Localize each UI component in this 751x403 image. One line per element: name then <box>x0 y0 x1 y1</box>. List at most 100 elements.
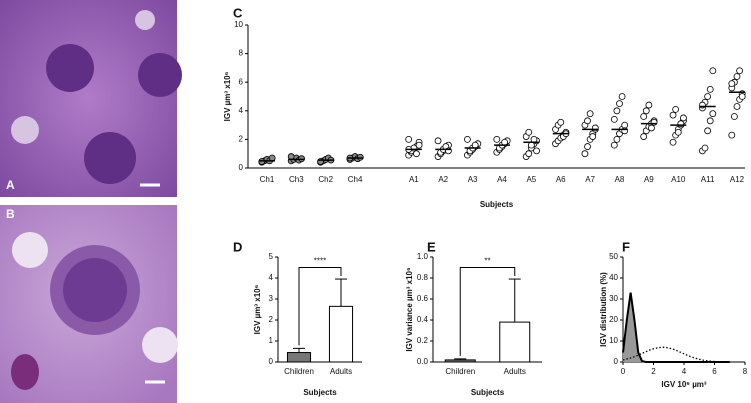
data-point <box>287 153 295 160</box>
y-tick-label: 6 <box>239 77 244 86</box>
data-point <box>586 110 594 118</box>
data-point <box>584 117 591 125</box>
data-point <box>530 135 538 143</box>
data-point <box>645 101 653 109</box>
significance-bracket <box>459 267 516 356</box>
line <box>622 292 730 363</box>
data-point <box>704 127 712 135</box>
data-point <box>728 80 736 88</box>
data-point <box>613 135 621 143</box>
y-tick-label: 0.6 <box>417 294 429 303</box>
bar <box>328 305 354 363</box>
data-point <box>581 150 589 158</box>
y-tick-label: 0.2 <box>417 336 429 345</box>
y-tick-label: 5 <box>269 252 274 261</box>
chart-panel: E IGV variance µm³ x10⁶ Subjects 0.0 0.2 0.4 0… <box>405 239 542 397</box>
x-tick-label: Ch3 <box>289 175 304 184</box>
x-tick-label: Ch4 <box>348 175 363 184</box>
x-tick-label: 4 <box>682 367 687 376</box>
bar <box>286 352 312 363</box>
significance-bracket <box>298 267 342 346</box>
data-point <box>618 93 626 100</box>
x-tick-label: A12 <box>730 175 745 184</box>
data-point <box>642 107 650 115</box>
x-tick-label: 8 <box>743 367 748 376</box>
y-tick-label: 0.4 <box>417 315 429 324</box>
data-point <box>701 144 709 152</box>
data-point <box>736 67 743 75</box>
x-tick-label: A2 <box>438 175 448 184</box>
data-point <box>669 111 677 119</box>
y-tick-label: 0 <box>614 357 619 366</box>
y-tick-label: 3 <box>269 294 274 303</box>
y-tick-label: 20 <box>609 315 618 324</box>
data-point <box>616 100 623 108</box>
data-point <box>501 138 509 146</box>
data-point <box>610 115 618 123</box>
area <box>623 292 730 362</box>
y-tick-label: 1.0 <box>417 252 429 261</box>
x-tick-label: Children <box>445 367 475 376</box>
x-tick-label: 2 <box>651 367 656 376</box>
y-tick-label: 2 <box>269 315 274 324</box>
x-tick-label: A10 <box>671 175 686 184</box>
data-point <box>434 137 442 145</box>
y-axis-label: IGV variance µm³ x10⁶ <box>405 267 414 352</box>
y-axis-label: IGV distribution (%) <box>599 272 608 347</box>
data-point <box>728 131 736 139</box>
y-tick-label: 4 <box>269 273 274 282</box>
data-point <box>709 67 717 75</box>
x-tick-label: A7 <box>585 175 595 184</box>
panel-letter: C <box>233 5 243 20</box>
y-tick-label: 2 <box>239 135 244 144</box>
x-tick-label: A9 <box>644 175 654 184</box>
x-axis-label: Subjects <box>480 200 514 209</box>
data-point <box>405 135 413 143</box>
data-point <box>589 133 597 140</box>
x-tick-label: A1 <box>409 175 419 184</box>
data-point <box>680 114 687 122</box>
significance-label: **** <box>314 257 326 266</box>
significance-label: ** <box>484 257 490 266</box>
data-point <box>527 141 535 149</box>
chart-panel: C IGV µm³ x10⁶ Subjects 0 2 4 6 8 10 Ch1 Ch3 Ch2 Ch4… <box>223 5 746 209</box>
bar <box>444 359 476 363</box>
chart-panel: D IGV µm³ x10⁶ Subjects 0 1 2 3 4 5 Children Adult… <box>233 239 362 397</box>
line <box>622 346 730 363</box>
data-point <box>669 138 677 146</box>
x-tick-label: Adults <box>330 367 352 376</box>
y-tick-label: 10 <box>609 336 618 345</box>
data-point <box>525 128 533 136</box>
data-point <box>621 121 629 129</box>
data-point <box>672 105 680 113</box>
data-point <box>413 150 420 158</box>
y-tick-label: 4 <box>239 106 244 115</box>
x-tick-label: Children <box>284 367 314 376</box>
data-point <box>674 128 682 136</box>
y-tick-label: 0.0 <box>417 357 429 366</box>
x-tick-label: 6 <box>712 367 717 376</box>
y-tick-label: 40 <box>609 273 618 282</box>
data-point <box>268 154 276 162</box>
data-point <box>610 141 618 149</box>
data-point <box>493 135 501 143</box>
y-tick-label: 10 <box>234 20 243 29</box>
panel-letter: D <box>233 239 242 254</box>
x-tick-label: A3 <box>468 175 478 184</box>
x-tick-label: 0 <box>621 367 626 376</box>
panel-letter: A <box>6 178 15 192</box>
data-point <box>704 93 712 100</box>
x-tick-label: A11 <box>701 175 715 184</box>
data-point <box>464 135 471 143</box>
panel-letter: F <box>622 239 630 254</box>
data-point <box>706 85 714 93</box>
micrograph-a: A <box>0 0 182 197</box>
panel-letter: B <box>6 207 15 221</box>
y-tick-label: 1 <box>269 336 274 345</box>
data-point <box>733 103 741 110</box>
data-point <box>525 150 533 158</box>
bar <box>499 321 531 363</box>
data-point <box>738 93 746 100</box>
data-point <box>640 133 648 140</box>
